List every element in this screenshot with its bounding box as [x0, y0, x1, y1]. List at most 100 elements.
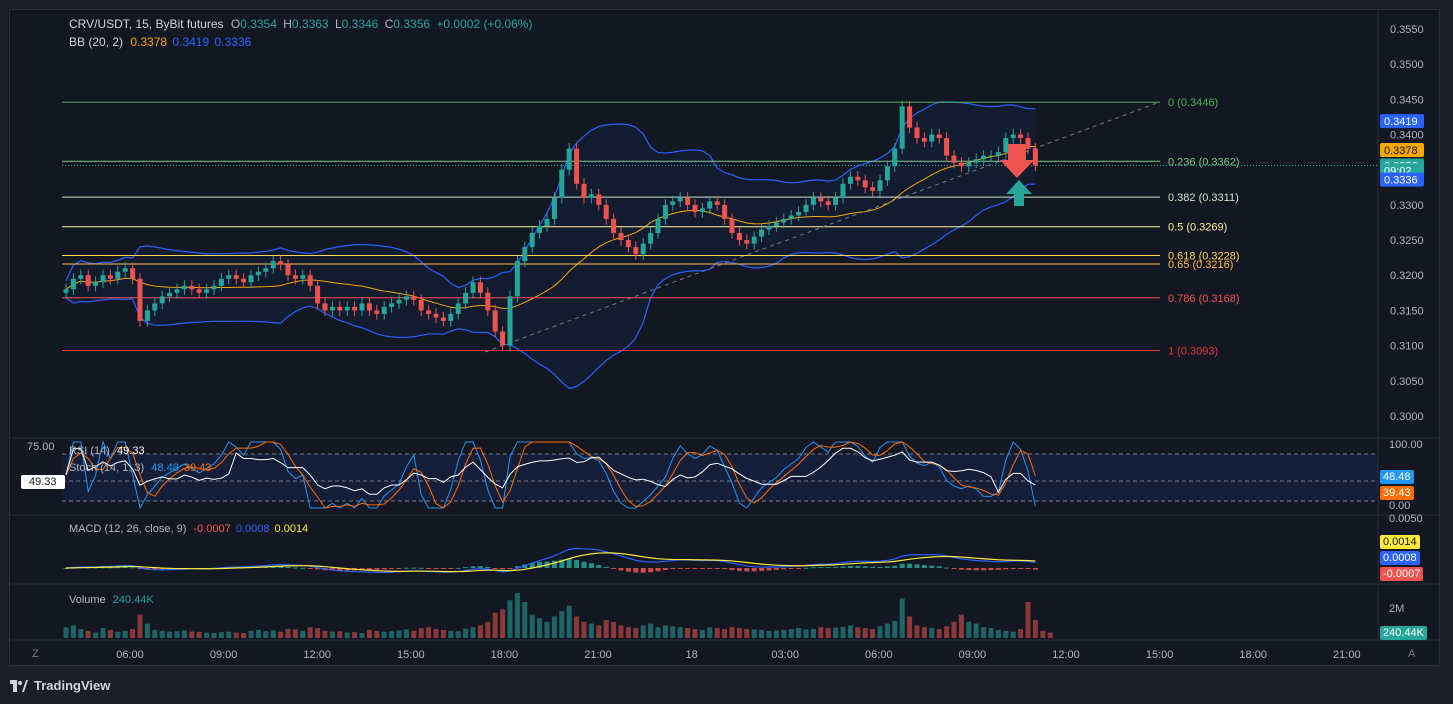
volume-bar	[463, 628, 469, 638]
candle-body	[174, 289, 180, 293]
candle-body	[152, 303, 158, 311]
macd-hist-bar	[159, 568, 165, 570]
macd-hist-bar	[951, 568, 957, 569]
candle-body	[640, 243, 646, 255]
volume-bar	[204, 632, 210, 638]
volume-bar	[633, 628, 639, 638]
macd-hist-tag: -0.0007	[1380, 567, 1424, 581]
macd-hist-bar	[914, 564, 920, 568]
candle-body	[966, 162, 972, 167]
bb-label[interactable]: BB (20, 2)	[69, 35, 124, 49]
candle-body	[396, 299, 402, 304]
volume-bar	[936, 629, 942, 638]
chart-canvas[interactable]: 0 (0.3446) 0.236 (0.3362) 0.382 (0.3311) 0.…	[10, 10, 1440, 666]
candle-body	[936, 134, 942, 139]
macd-signal-value: 0.0014	[274, 523, 309, 535]
candle-body	[100, 275, 106, 283]
legend-stoch-row: Stoch (14, 1, 3) 48.48 39.43	[69, 462, 211, 474]
candle-body	[722, 204, 728, 219]
volume-bar	[574, 616, 580, 638]
candle-body	[167, 292, 173, 297]
volume-bar	[618, 625, 624, 638]
volume-bar	[300, 630, 306, 638]
volume-bar	[870, 629, 876, 638]
macd-hist-bar	[981, 568, 987, 571]
candle-body	[374, 310, 380, 314]
macd-hist-bar	[699, 568, 705, 569]
candle-body	[115, 271, 121, 279]
price-tag-bg	[1380, 143, 1424, 158]
volume-bar	[929, 628, 935, 638]
volume-bar	[315, 628, 321, 638]
price-axis[interactable]: 0.35500.35000.34500.34000.33500.33000.32…	[1380, 24, 1424, 423]
candle-body	[892, 148, 898, 167]
macd-label[interactable]: MACD (12, 26, close, 9)	[69, 523, 187, 535]
price-tick-label: 0.3300	[1390, 200, 1424, 212]
candle-body	[544, 218, 550, 226]
time-tick-label: 09:00	[210, 649, 238, 661]
macd-hist-bar	[744, 568, 750, 572]
time-axis[interactable]: 06:00 09:00 12:00 15:00 18:00 21:00 18 03:00 06:…	[116, 649, 1360, 661]
candle-body	[522, 247, 528, 262]
macd-hist-bar	[477, 566, 483, 568]
time-tick-label: 15:00	[1146, 649, 1174, 661]
candle-body	[714, 201, 720, 205]
volume-bar	[359, 632, 365, 638]
volume-bar	[781, 629, 787, 638]
candle-body	[929, 134, 935, 142]
fib-level-label: 0 (0.3446)	[1168, 97, 1218, 109]
volume-bar	[944, 626, 950, 638]
high-value: 0.3363	[291, 17, 329, 31]
macd-hist-bar	[1010, 568, 1016, 569]
bb-basis-value: 0.3378	[130, 35, 168, 49]
volume-bar	[788, 629, 794, 638]
candle-body	[670, 201, 676, 205]
macd-line-tag: 0.0008	[1380, 551, 1420, 565]
candle-body	[85, 275, 91, 286]
volume-bar	[278, 631, 284, 638]
fib-level-label: 0.65 (0.3216)	[1168, 259, 1233, 271]
volume-bar	[544, 621, 550, 638]
volume-bar	[796, 628, 802, 638]
volume-bar	[159, 630, 165, 638]
brand-logo[interactable]: TradingView	[10, 678, 110, 693]
fib-level-label: 0.618 (0.3228)	[1168, 251, 1240, 263]
macd-hist-bar	[796, 568, 802, 569]
volume-bar	[603, 620, 609, 638]
candle-body	[566, 148, 572, 170]
high-label: H	[283, 17, 292, 31]
macd-hist-bar	[692, 568, 698, 569]
time-tick-label: 15:00	[397, 649, 425, 661]
volume-label[interactable]: Volume	[69, 594, 106, 606]
time-tick-label: 06:00	[865, 649, 893, 661]
volume-bar	[981, 627, 987, 638]
macd-hist-bar	[463, 567, 469, 569]
candle-body	[470, 282, 476, 293]
volume-bar	[670, 626, 676, 638]
macd-hist-bar	[315, 568, 321, 570]
time-tick-label: 18	[685, 649, 697, 661]
volume-bar	[241, 632, 247, 638]
candle-body	[729, 218, 735, 234]
symbol-title[interactable]: CRV/USDT, 15, ByBit futures	[69, 17, 224, 31]
rsi-label[interactable]: RSI (14)	[69, 445, 110, 457]
volume-bar	[144, 623, 150, 638]
volume-bar	[648, 623, 654, 638]
macd-hist-bar	[788, 568, 794, 569]
volume-bar	[566, 605, 572, 638]
fib-level-label: 0.236 (0.3362)	[1168, 156, 1240, 168]
volume-bar	[374, 630, 380, 638]
candle-body	[448, 313, 454, 321]
macd-hist-bar	[285, 566, 291, 568]
stoch-label[interactable]: Stoch (14, 1, 3)	[69, 462, 145, 474]
legend-macd-row: MACD (12, 26, close, 9) -0.0007 0.0008 0…	[69, 523, 308, 535]
volume-bar	[477, 625, 483, 638]
corner-left-button[interactable]: Z	[32, 648, 39, 660]
corner-right-button[interactable]: A	[1408, 648, 1416, 660]
volume-bar	[433, 629, 439, 638]
sell-arrow-icon	[1000, 144, 1034, 178]
macd-hist-bar	[751, 568, 757, 572]
candle-body	[855, 176, 861, 181]
price-tick-label: 0.3450	[1390, 94, 1424, 106]
macd-hist-bar	[581, 561, 587, 568]
